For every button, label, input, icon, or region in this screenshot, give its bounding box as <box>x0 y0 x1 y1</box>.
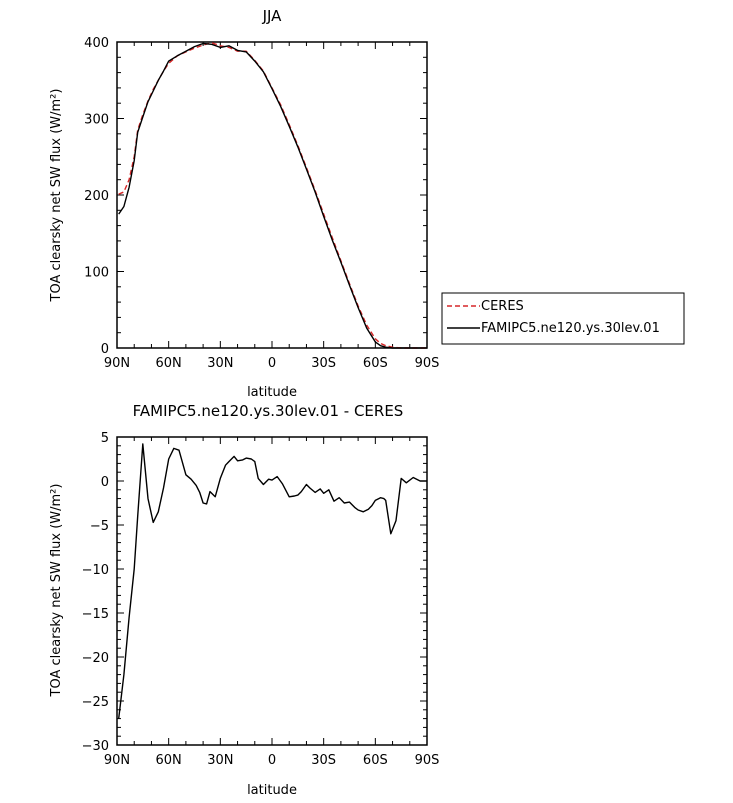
top-chart-title: JJA <box>262 7 283 25</box>
top-x-tick-label: 30N <box>207 356 233 371</box>
bottom-y-tick-label: −10 <box>82 563 109 578</box>
bottom-x-tick-label: 90N <box>104 753 130 768</box>
top-y-tick-label: 300 <box>84 113 109 128</box>
bottom-plot-frame <box>116 436 428 746</box>
bottom-x-tick-label: 30N <box>207 753 233 768</box>
bottom-y-tick-label: −15 <box>82 607 109 622</box>
bottom-x-tick-label: 30S <box>311 753 336 768</box>
bottom-x-tick-label: 0 <box>268 753 276 768</box>
top-y-tick-label: 100 <box>84 266 109 281</box>
legend-label-ceres: CERES <box>481 299 524 314</box>
bottom-series-line-0 <box>118 443 427 719</box>
bottom-chart-title: FAMIPC5.ne120.ys.30lev.01 - CERES <box>133 402 404 420</box>
bottom-y-axis-label-text: TOA clearsky net SW flux (W/m²) <box>49 484 64 698</box>
top-y-axis-label-text: TOA clearsky net SW flux (W/m²) <box>49 89 64 303</box>
bottom-y-tick-label: −20 <box>82 651 109 666</box>
top-x-tick-label: 60S <box>363 356 388 371</box>
top-x-tick-label: 0 <box>268 356 276 371</box>
top-x-tick-label: 90N <box>104 356 130 371</box>
bottom-y-axis-label: TOA clearsky net SW flux (W/m²) <box>49 484 64 698</box>
bottom-y-tick-label: 0 <box>101 475 109 490</box>
top-panel: JJA 90N 60N 30N 0 30S 60S 90S 0 100 200 300 400 lat… <box>49 7 685 400</box>
bottom-x-tick-label: 60S <box>363 753 388 768</box>
top-y-tick-label: 400 <box>84 36 109 51</box>
top-x-tick-label: 30S <box>311 356 336 371</box>
bottom-y-tick-label: −25 <box>82 695 109 710</box>
top-x-axis-label: latitude <box>247 385 297 400</box>
legend-box <box>441 292 685 345</box>
top-x-tick-label: 90S <box>415 356 440 371</box>
bottom-x-tick-label: 60N <box>156 753 182 768</box>
bottom-y-tick-label: −5 <box>90 519 109 534</box>
top-x-tick-label: 60N <box>156 356 182 371</box>
top-series-line-famipc5-ne120-ys-30lev-01 <box>118 42 427 349</box>
top-y-axis-label: TOA clearsky net SW flux (W/m²) <box>49 89 64 303</box>
bottom-panel: FAMIPC5.ne120.ys.30lev.01 - CERES 90N 60N… <box>49 402 439 798</box>
legend-label-model: FAMIPC5.ne120.ys.30lev.01 <box>481 321 660 336</box>
top-y-tick-label: 200 <box>84 189 109 204</box>
legend: CERES FAMIPC5.ne120.ys.30lev.01 <box>441 292 685 345</box>
bottom-x-axis-label: latitude <box>247 783 297 798</box>
bottom-x-tick-label: 90S <box>415 753 440 768</box>
bottom-y-tick-label: 5 <box>101 431 109 446</box>
bottom-y-tick-label: −30 <box>82 739 109 754</box>
top-series-line-ceres <box>118 42 427 349</box>
top-y-tick-label: 0 <box>101 342 109 357</box>
